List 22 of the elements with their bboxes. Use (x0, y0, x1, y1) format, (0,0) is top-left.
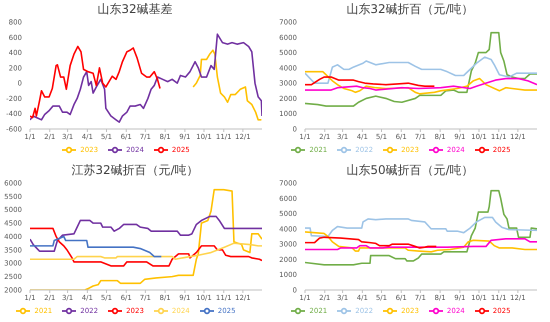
line-series (305, 76, 436, 87)
line-series (192, 49, 262, 121)
line-series (30, 188, 262, 290)
line-series (30, 33, 262, 123)
chart-title: 山东50碱折百（元/吨） (345, 162, 475, 179)
chart-title: 山东32碱基差 (96, 1, 174, 18)
line-series (305, 56, 537, 84)
line-series (305, 216, 537, 238)
chart-title: 山东32碱折百（元/吨） (345, 1, 475, 18)
line-series (305, 32, 537, 107)
chart-title: 江苏32碱折百（元/吨） (70, 162, 200, 179)
line-series (30, 46, 161, 118)
line-series (305, 231, 537, 253)
line-series (30, 236, 162, 258)
line-series (305, 238, 537, 250)
line-series (30, 216, 262, 252)
line-series (30, 242, 262, 260)
line-series (30, 228, 262, 267)
line-series (305, 70, 537, 95)
line-series (305, 236, 438, 249)
line-series (305, 78, 537, 91)
line-series (305, 190, 537, 266)
